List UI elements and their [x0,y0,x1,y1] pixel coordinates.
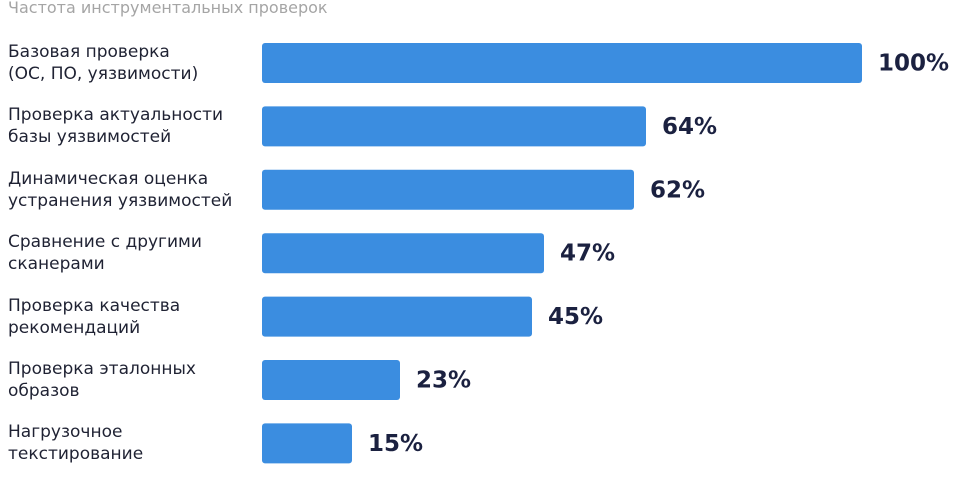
category-label: Сравнение с другими сканерами [8,232,202,275]
bar [262,106,646,147]
value-label: 45% [548,304,603,330]
bar [262,43,862,83]
category-label: Нагрузочное текстирование [8,422,144,465]
value-label: 62% [650,177,705,203]
bar [262,296,532,337]
bar [262,360,400,400]
value-label: 15% [368,431,423,457]
category-label: Проверка эталонных образов [8,359,196,401]
bar [262,233,544,274]
value-label: 47% [560,241,615,267]
bar [262,169,634,210]
value-label: 23% [416,368,471,394]
category-label: Базовая проверка (ОС, ПО, уязвимости) [8,42,199,84]
category-label: Проверка актуальности базы уязвимостей [8,105,224,148]
chart-title: Частота инструментальных проверок [8,0,328,17]
value-label: 100% [878,51,949,77]
category-label: Динамическая оценка устранения уязвимост… [8,168,233,211]
bar [262,423,352,464]
category-label: Проверка качества рекомендаций [8,295,181,338]
value-label: 64% [662,114,717,140]
